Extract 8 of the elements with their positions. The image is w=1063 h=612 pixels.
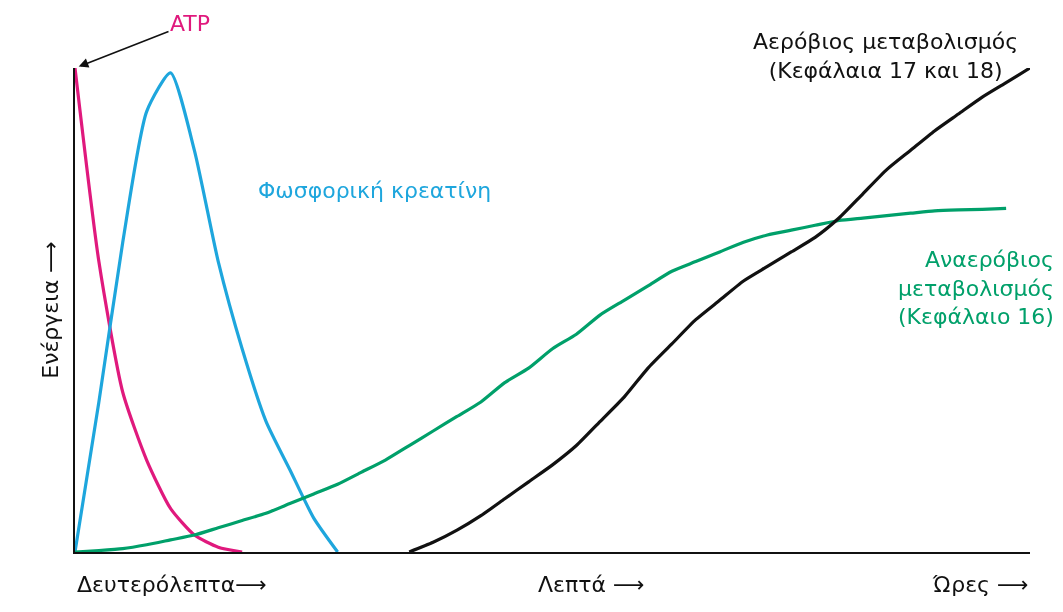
text: Λεπτά ⟶ (538, 572, 645, 597)
series-label: Αερόβιος μεταβολισμός (Κεφάλαια 17 και 18) (753, 29, 1019, 83)
y-axis-title: Ενέργεια ⟶ (38, 241, 64, 379)
text: Δευτερόλεπτα⟶ (77, 572, 267, 597)
text: Ώρες ⟶ (932, 572, 1029, 597)
text: Φωσφορική κρεατίνη (258, 178, 492, 203)
series-label: Αναερόβιος μεταβολισμός (Κεφάλαιο 16) (898, 247, 1054, 330)
text: ATP (170, 11, 211, 36)
